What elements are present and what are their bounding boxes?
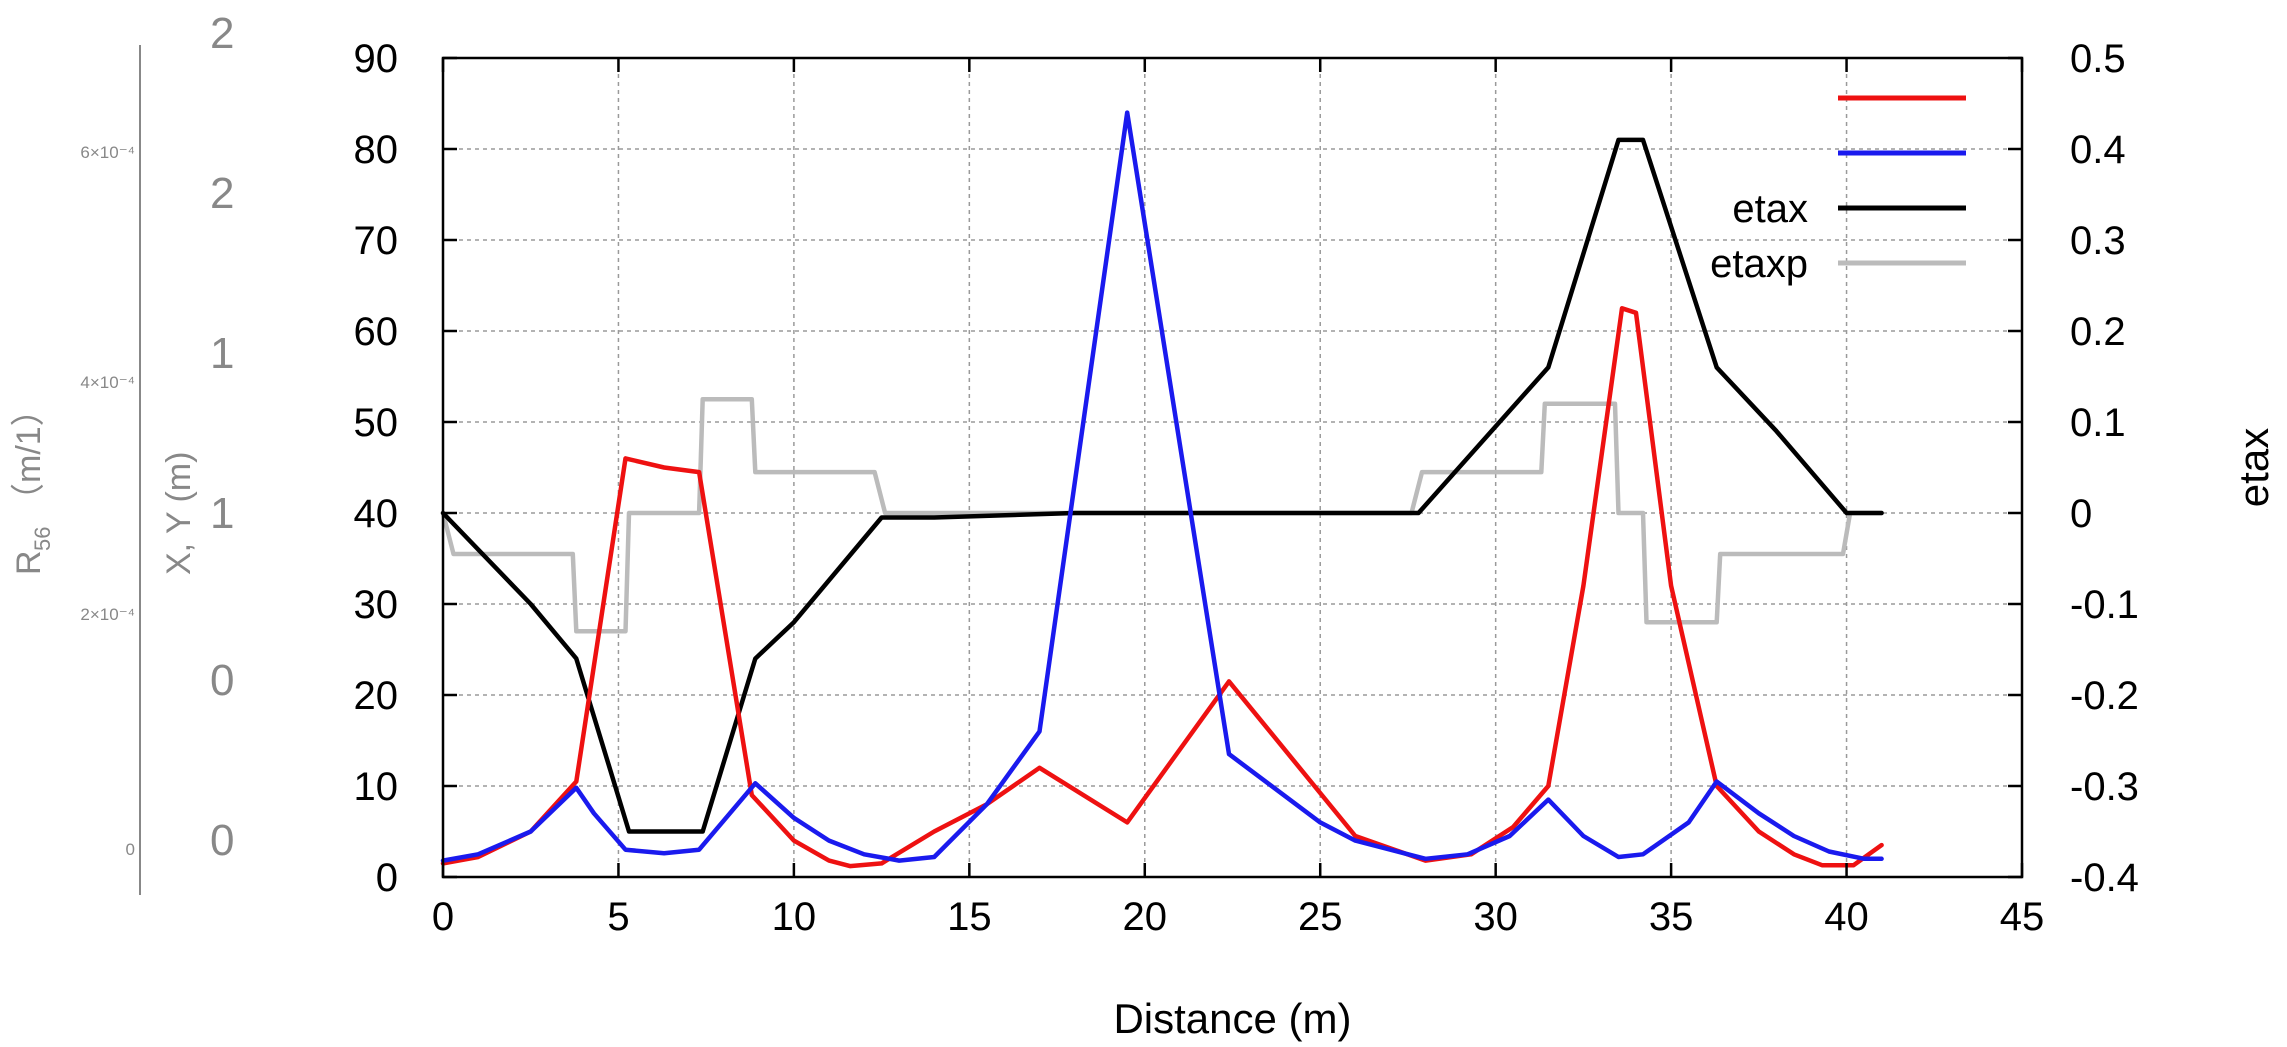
ghost-xy-label: X, Y (m): [160, 452, 198, 575]
series-line-etax: [440, 137, 1884, 834]
x-tick-label: 5: [607, 895, 629, 939]
legend-label: etaxp: [1710, 242, 1808, 286]
x-tick-label: 20: [1123, 895, 1168, 939]
x-tick-label: 15: [947, 895, 992, 939]
tick-labels: 0 5 10 15 20 25 30 35 40 45 0 10 20 30 40 50 60 70 80 90 -0.…: [354, 37, 2139, 939]
y-right-tick-label: 0.2: [2070, 310, 2126, 354]
y-right-tick-label: 0.1: [2070, 401, 2126, 445]
y-left-tick-label: 40: [354, 492, 399, 536]
x-tick-label: 30: [1473, 895, 1518, 939]
plot-frame: [441, 56, 2024, 879]
ghost-xy-glyph: 1: [210, 329, 234, 378]
y-left-tick-label: 60: [354, 310, 399, 354]
ghost-r56-tick: 0: [126, 840, 135, 859]
y-left-tick-label: 80: [354, 128, 399, 172]
y-right-tick-label: -0.1: [2070, 583, 2139, 627]
ghost-r56-label-unit: （m/1）: [10, 392, 48, 517]
x-tick-label: 25: [1298, 895, 1343, 939]
y-left-tick-label: 10: [354, 765, 399, 809]
series-line-series-0: [440, 306, 1884, 869]
ghost-r56-label-main: R: [10, 550, 48, 575]
y-left-tick-label: 20: [354, 674, 399, 718]
ghost-r56-tick: 2×10⁻⁴: [80, 605, 135, 624]
y-left-tick-label: 90: [354, 37, 399, 81]
y-right-tick-label: 0.4: [2070, 128, 2126, 172]
ghost-r56-label: R 56 （m/1）: [10, 392, 55, 575]
ghost-xy-glyph: 2: [210, 9, 234, 58]
x-tick-label: 10: [772, 895, 817, 939]
x-tick-label: 45: [2000, 895, 2045, 939]
grid: [443, 58, 2022, 877]
y-right-tick-label: 0.3: [2070, 219, 2126, 263]
legend-label: etax: [1732, 187, 1808, 231]
ghost-xy-glyph: 1: [210, 489, 234, 538]
y-right-tick-label: 0.5: [2070, 37, 2126, 81]
y-right-tick-label: -0.3: [2070, 765, 2139, 809]
x-axis-title: Distance (m): [1113, 995, 1351, 1042]
ghost-xy-label-text: X, Y (m): [160, 452, 198, 575]
ghost-xy-glyph: 0: [210, 656, 234, 705]
ghost-r56-label-sub: 56: [30, 527, 55, 551]
legend: etax etaxp: [1710, 95, 1966, 286]
y-right-axis-title: etax: [2230, 428, 2277, 507]
y-left-tick-label: 50: [354, 401, 399, 445]
ghost-xy-glyph: 0: [210, 816, 234, 865]
x-tick-label: 35: [1649, 895, 1694, 939]
y-left-tick-label: 0: [376, 856, 398, 900]
ghost-axes: 6×10⁻⁴ 4×10⁻⁴ 2×10⁻⁴ 0 R 56 （m/1） X, Y (…: [10, 9, 234, 895]
series-layer: [440, 110, 1884, 869]
y-left-tick-label: 30: [354, 583, 399, 627]
y-left-tick-label: 70: [354, 219, 399, 263]
ghost-xy-glyph: 2: [210, 169, 234, 218]
x-tick-label: 40: [1824, 895, 1869, 939]
y-right-tick-label: -0.2: [2070, 674, 2139, 718]
y-right-tick-label: -0.4: [2070, 856, 2139, 900]
ghost-r56-tick: 6×10⁻⁴: [80, 143, 135, 162]
y-right-tick-label: 0: [2070, 492, 2092, 536]
x-tick-label: 0: [432, 895, 454, 939]
series-line-series-1: [440, 110, 1884, 863]
ghost-r56-tick: 4×10⁻⁴: [80, 373, 135, 392]
ticks: [441, 56, 2024, 879]
